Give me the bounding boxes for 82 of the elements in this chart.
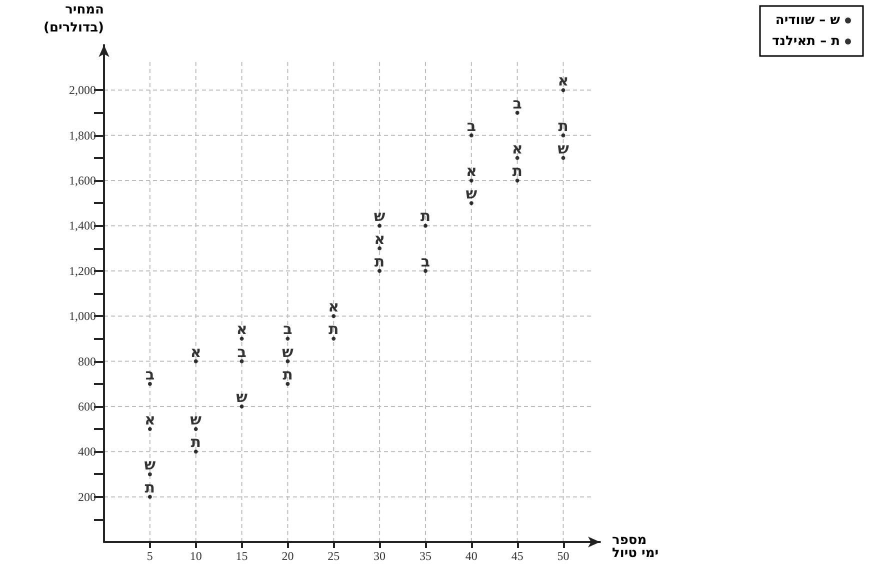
- x-tick-label: 20: [282, 549, 294, 563]
- legend-label: ש – שוודיה: [775, 13, 840, 28]
- x-tick-label: 45: [511, 549, 524, 563]
- y-tick-label: 1,400: [69, 218, 96, 233]
- y-axis-title: המחיר (בדולרים): [43, 2, 104, 36]
- data-label: ב: [283, 320, 292, 338]
- point: [240, 404, 244, 408]
- point: [378, 224, 382, 228]
- y-tick-label: 1,200: [69, 264, 96, 278]
- y-tick-label: 1,800: [69, 128, 96, 142]
- data-label: ת: [420, 207, 431, 226]
- data-label: ב: [145, 365, 155, 384]
- point: [378, 268, 382, 273]
- x-tick-label: 30: [374, 549, 386, 563]
- data-label: א: [558, 72, 569, 90]
- data-label: א: [190, 342, 202, 361]
- x-tick-label: 35: [419, 549, 432, 563]
- data-label: ב: [466, 116, 476, 135]
- point: [561, 133, 566, 138]
- point: [515, 110, 520, 115]
- point: [561, 156, 566, 160]
- data-label: ב: [512, 94, 522, 112]
- point: [148, 382, 152, 386]
- point: [469, 178, 474, 183]
- data-label: ש: [558, 139, 570, 158]
- x-tick-label: 10: [190, 549, 202, 563]
- x-axis-title: מספר ימי טיול: [612, 533, 659, 561]
- point: [148, 472, 152, 476]
- data-label: ת: [328, 320, 339, 338]
- data-label: ת: [190, 433, 201, 452]
- data-label: ת: [558, 116, 568, 135]
- data-label: א: [466, 162, 477, 180]
- data-label: א: [512, 139, 523, 158]
- y-tick-label: 400: [78, 444, 96, 459]
- x-tick-label: 40: [465, 549, 478, 563]
- y-tick-label: 2,000: [69, 83, 96, 98]
- y-tick-label: 1,000: [69, 309, 96, 324]
- point: [194, 359, 198, 364]
- data-label: ב: [237, 342, 246, 361]
- point: [515, 178, 520, 183]
- x-tick-label: 15: [236, 549, 248, 563]
- data-label: ת: [512, 162, 522, 180]
- y-tick-label: 1,600: [69, 174, 96, 188]
- data-label: א: [236, 320, 248, 338]
- point: [423, 268, 428, 273]
- point: [240, 359, 244, 364]
- point: [148, 494, 152, 499]
- point: [148, 427, 152, 432]
- data-label: ת: [144, 478, 156, 496]
- point: [240, 336, 244, 341]
- data-label: א: [144, 410, 156, 429]
- x-tick-label: 5: [146, 549, 153, 563]
- y-tick-label: 600: [78, 399, 96, 414]
- point: [469, 133, 474, 138]
- point: [515, 156, 520, 160]
- data-label: א: [374, 230, 386, 248]
- y-tick-label: 800: [78, 354, 96, 368]
- point: [286, 336, 290, 341]
- point: [286, 382, 290, 386]
- data-label: ת: [374, 252, 385, 270]
- data-label: ש: [144, 456, 156, 474]
- data-label: ש: [466, 184, 478, 203]
- y-tick-label: 200: [78, 490, 96, 504]
- data-label: ש: [374, 207, 386, 226]
- point: [332, 336, 336, 341]
- point: [469, 201, 474, 206]
- legend-label: ת – תאילנד: [772, 34, 840, 49]
- point: [194, 427, 198, 432]
- data-label: ש: [236, 388, 248, 406]
- point: [423, 224, 428, 228]
- point: [561, 88, 566, 92]
- data-label: ש: [282, 342, 294, 361]
- x-tick-label: 25: [328, 549, 340, 563]
- data-label: ת: [282, 365, 293, 384]
- data-label: א: [328, 298, 340, 316]
- data-label: ש: [190, 410, 202, 429]
- point: [286, 359, 290, 364]
- x-tick-label: 50: [557, 549, 570, 563]
- point: [378, 246, 382, 250]
- data-label: ב: [420, 252, 430, 270]
- point: [194, 450, 198, 454]
- point: [332, 314, 336, 318]
